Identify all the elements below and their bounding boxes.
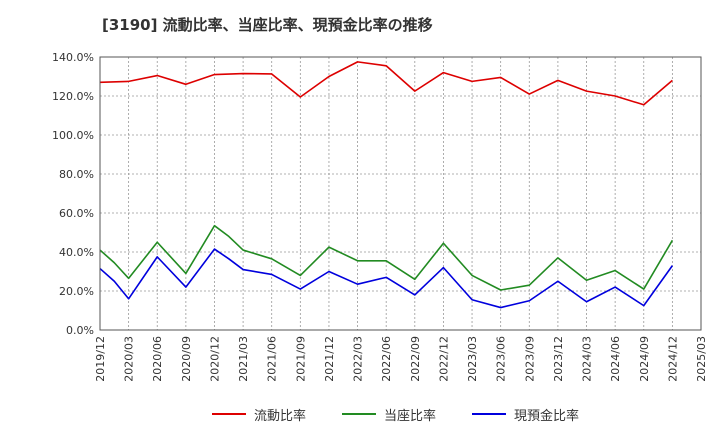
x-tick-label: 2024/09 bbox=[638, 336, 651, 382]
x-tick-label: 2020/12 bbox=[208, 336, 221, 382]
legend-label-cash-ratio: 現預金比率 bbox=[514, 408, 580, 424]
legend-item-cash-ratio: 現預金比率 bbox=[472, 402, 579, 426]
x-tick-label: 2022/09 bbox=[409, 336, 422, 382]
series-lines bbox=[99, 61, 674, 309]
y-tick-label: 100.0% bbox=[52, 129, 94, 142]
line-chart: 0.0% 20.0% 40.0% 60.0% 80.0% 100.0% 120.0% 140.… bbox=[52, 51, 708, 382]
x-tick-label: 2024/12 bbox=[666, 336, 679, 382]
x-tick-label: 2020/06 bbox=[151, 336, 164, 382]
x-tick-label: 2019/12 bbox=[94, 336, 107, 382]
x-tick-label: 2021/03 bbox=[237, 336, 250, 382]
y-axis-ticks: 0.0% 20.0% 40.0% 60.0% 80.0% 100.0% 120.0% 140.… bbox=[52, 51, 94, 337]
x-tick-label: 2023/12 bbox=[552, 336, 565, 382]
y-tick-label: 20.0% bbox=[59, 285, 94, 298]
legend-label-current-ratio: 流動比率 bbox=[254, 408, 307, 424]
x-tick-label: 2022/06 bbox=[380, 336, 393, 382]
legend: 流動比率 当座比率 現預金比率 bbox=[0, 402, 720, 426]
x-tick-label: 2022/03 bbox=[352, 336, 365, 382]
legend-swatch-quick-ratio bbox=[342, 413, 376, 415]
x-tick-label: 2023/06 bbox=[495, 336, 508, 382]
x-tick-label: 2021/09 bbox=[294, 336, 307, 382]
legend-item-current-ratio: 流動比率 bbox=[212, 402, 306, 426]
chart-title: [3190] 流動比率、当座比率、現預金比率の推移 bbox=[102, 16, 433, 34]
legend-swatch-current-ratio bbox=[212, 413, 246, 415]
x-tick-label: 2021/06 bbox=[266, 336, 279, 382]
y-tick-label: 60.0% bbox=[59, 207, 94, 220]
legend-swatch-cash-ratio bbox=[472, 413, 506, 415]
series-line-2 bbox=[99, 248, 674, 309]
legend-item-quick-ratio: 当座比率 bbox=[342, 402, 436, 426]
x-tick-label: 2023/03 bbox=[466, 336, 479, 382]
series-line-1 bbox=[99, 224, 674, 291]
x-tick-label: 2020/09 bbox=[180, 336, 193, 382]
x-tick-label: 2025/03 bbox=[695, 336, 708, 382]
grid-lines bbox=[99, 56, 702, 331]
y-tick-label: 0.0% bbox=[66, 324, 94, 337]
plot-frame bbox=[99, 56, 702, 331]
x-tick-label: 2021/12 bbox=[323, 336, 336, 382]
x-tick-label: 2022/12 bbox=[437, 336, 450, 382]
y-tick-label: 140.0% bbox=[52, 51, 94, 64]
y-tick-label: 120.0% bbox=[52, 90, 94, 103]
x-axis-ticks: 2019/12 2020/03 2020/06 2020/09 2020/12 2021/… bbox=[94, 336, 708, 382]
x-tick-label: 2020/03 bbox=[123, 336, 136, 382]
x-tick-label: 2024/03 bbox=[581, 336, 594, 382]
y-tick-label: 80.0% bbox=[59, 168, 94, 181]
y-tick-label: 40.0% bbox=[59, 246, 94, 259]
x-tick-label: 2023/09 bbox=[523, 336, 536, 382]
legend-label-quick-ratio: 当座比率 bbox=[384, 408, 437, 424]
x-tick-label: 2024/06 bbox=[609, 336, 622, 382]
series-line-0 bbox=[99, 61, 673, 106]
